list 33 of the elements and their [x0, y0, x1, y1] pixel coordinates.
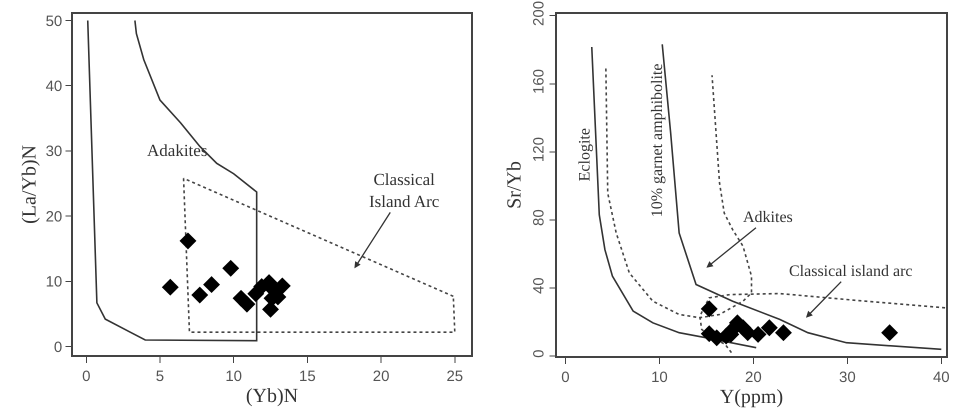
annotation: Adkites — [743, 209, 793, 226]
annotation: Classical island arc — [789, 263, 913, 280]
annotation: Adakites — [147, 141, 208, 160]
x-tick-label: 10 — [225, 368, 242, 385]
x-tick-label: 0 — [82, 368, 90, 385]
x-tick-label: 5 — [156, 368, 164, 385]
y-tick-label: 10 — [46, 274, 62, 291]
y-axis-title: Sr/Yb — [503, 161, 526, 209]
y-tick-label: 30 — [46, 143, 62, 160]
x-axis-title: Y(ppm) — [720, 386, 784, 408]
annotation: 10% garnet amphibolite — [649, 64, 666, 218]
y-tick-label: 80 — [530, 209, 548, 226]
x-axis-title: (Yb)N — [246, 384, 298, 407]
y-tick-label: 200 — [530, 0, 548, 26]
x-tick-label: 20 — [745, 368, 762, 386]
y-tick-label: 0 — [54, 338, 62, 356]
annotation: Classical Island Arc — [369, 170, 440, 212]
x-tick-label: 30 — [838, 368, 856, 386]
y-tick-label: 120 — [530, 137, 548, 162]
y-tick-label: 40 — [46, 78, 62, 95]
y-tick-label: 160 — [530, 68, 548, 94]
x-tick-label: 40 — [932, 368, 950, 386]
x-tick-label: 0 — [561, 368, 570, 386]
y-tick-label: 20 — [46, 208, 62, 226]
annotation: Eclogite — [576, 128, 594, 182]
y-tick-label: 50 — [46, 12, 62, 30]
y-tick-label: 40 — [530, 277, 548, 294]
x-tick-label: 10 — [651, 368, 668, 386]
x-tick-label: 20 — [372, 368, 390, 385]
x-tick-label: 15 — [299, 368, 316, 385]
y-tick-label: 0 — [530, 350, 548, 358]
y-axis-title: (La/Yb)N — [18, 145, 41, 224]
x-tick-label: 25 — [446, 368, 464, 385]
